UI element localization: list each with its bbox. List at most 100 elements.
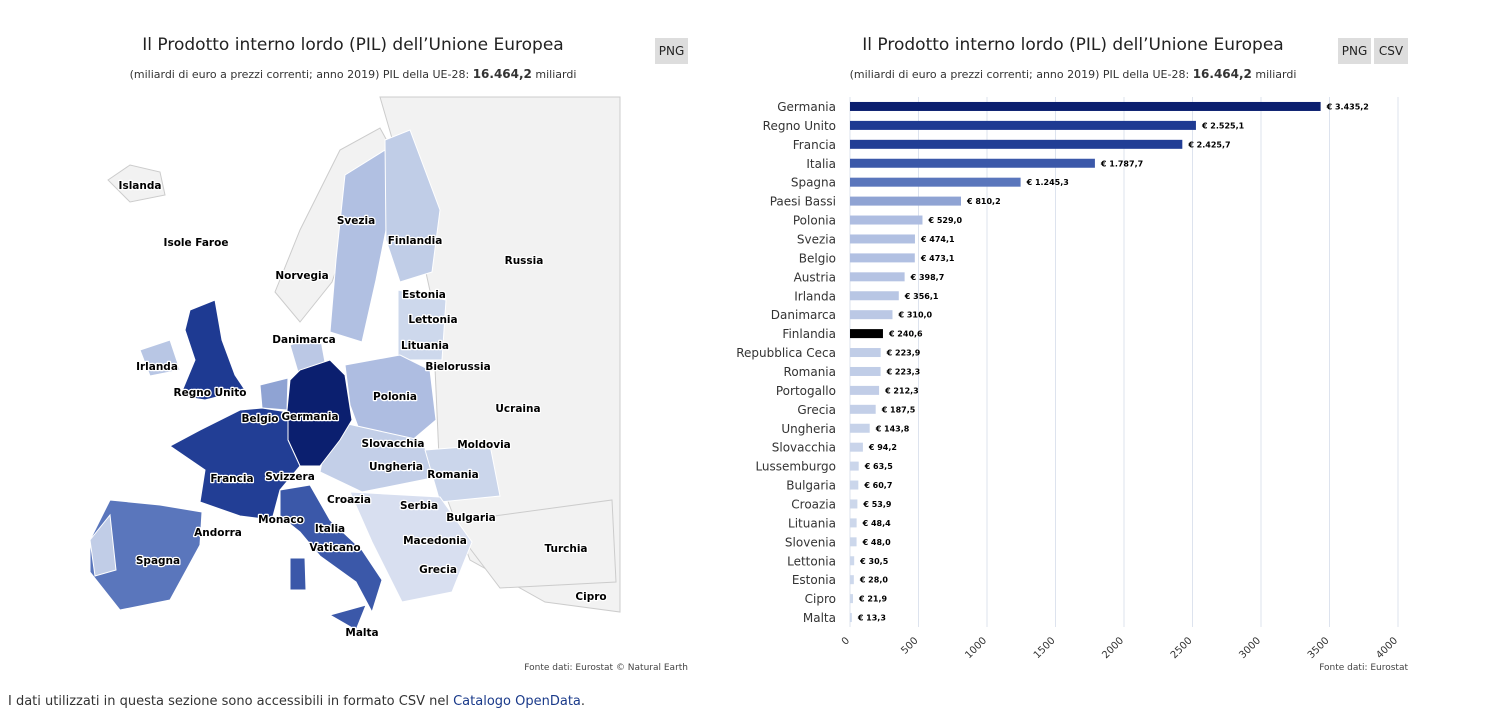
map-label: Bulgaria (446, 512, 496, 524)
value-label: € 48,4 (862, 519, 892, 528)
map-source: Fonte dati: Eurostat © Natural Earth (524, 663, 688, 673)
png-button-label[interactable]: PNG (1342, 44, 1368, 58)
png-button-label[interactable]: PNG (659, 44, 685, 58)
map-label: Finlandia (388, 235, 443, 247)
y-tick-label: Slovacchia (772, 441, 836, 455)
value-label: € 529,0 (927, 216, 962, 225)
y-tick-label: Cipro (805, 592, 836, 606)
y-tick-label: Francia (793, 138, 836, 152)
value-label: € 2.525,1 (1201, 121, 1245, 130)
chart-title: Il Prodotto interno lordo (PIL) dell’Uni… (862, 35, 1283, 55)
map-label: Russia (505, 255, 544, 267)
map-label: Ungheria (369, 461, 423, 473)
map-label: Isole Faroe (164, 237, 229, 249)
ireland (139, 339, 181, 377)
map-label: Malta (345, 627, 378, 639)
map-label: Islanda (119, 180, 162, 192)
poland (344, 354, 437, 443)
sicily (328, 604, 367, 631)
uk (179, 299, 246, 401)
subtitle-bold: 16.464,2 (1193, 67, 1252, 81)
y-tick-label: Lituania (788, 516, 836, 530)
baltics (397, 289, 447, 361)
bar (850, 575, 854, 585)
map-label: Norvegia (275, 270, 328, 282)
map (85, 96, 621, 632)
map-label: Monaco (258, 514, 304, 526)
csv-button-label[interactable]: CSV (1379, 44, 1404, 58)
value-label: € 53,9 (862, 500, 892, 509)
bar (850, 404, 876, 414)
value-label: € 2.425,7 (1187, 140, 1230, 149)
y-tick-label: Belgio (799, 251, 836, 265)
y-tick-label: Grecia (797, 403, 836, 417)
png-button[interactable] (655, 38, 688, 64)
y-tick-label: Spagna (791, 176, 836, 190)
italy (279, 484, 383, 614)
y-tick-label: Polonia (793, 214, 836, 228)
y-tick-label: Svezia (797, 232, 836, 246)
bar (850, 253, 915, 263)
y-tick-label: Croazia (791, 497, 836, 511)
value-label: € 356,1 (904, 292, 939, 301)
csv-button[interactable] (1374, 38, 1408, 64)
opendata-link[interactable]: Catalogo OpenData (453, 694, 581, 709)
value-label: € 223,3 (886, 367, 921, 376)
map-title: Il Prodotto interno lordo (PIL) dell’Uni… (142, 35, 563, 55)
bar (850, 423, 870, 433)
iceland (107, 164, 166, 203)
y-tick-label: Austria (794, 270, 836, 284)
map-label: Bielorussia (425, 361, 490, 373)
value-label: € 1.787,7 (1100, 159, 1143, 168)
map-label: Turchia (544, 543, 587, 555)
bar (850, 329, 883, 339)
bar (850, 385, 880, 395)
value-label: € 810,2 (966, 197, 1001, 206)
y-tick-label: Finlandia (782, 327, 836, 341)
map-label: Vaticano (309, 542, 360, 554)
value-label: € 30,5 (859, 557, 889, 566)
map-label: Estonia (402, 289, 446, 301)
y-tick-label: Lettonia (787, 554, 836, 568)
map-label: Lettonia (408, 314, 457, 326)
y-tick-label: Germania (777, 100, 836, 114)
turkey (449, 499, 617, 589)
map-labels: Islanda Isole Faroe Svezia Finlandia Russia N… (117, 179, 608, 641)
bar (850, 461, 859, 471)
bar-chart: 0 500 1000 1500 2000 2500 3000 3500 4000 Germania… (736, 97, 1400, 661)
bar (850, 310, 893, 320)
portugal (89, 513, 117, 577)
png-button[interactable] (1338, 38, 1371, 64)
bar (850, 234, 915, 244)
subtitle-end: miliardi (535, 68, 576, 81)
map-label: Germania (281, 411, 338, 423)
value-label: € 94,2 (868, 443, 897, 452)
y-tick-label: Malta (803, 611, 836, 625)
map-label: Macedonia (403, 535, 467, 547)
map-label: Croazia (327, 494, 371, 506)
subtitle-text: (miliardi di euro a prezzi correnti; ann… (850, 68, 1190, 81)
value-label: € 473,1 (920, 254, 955, 263)
value-label: € 63,5 (864, 462, 894, 471)
footer: I dati utilizzati in questa sezione sono… (8, 694, 585, 709)
y-tick-label: Italia (806, 157, 836, 171)
bar (850, 499, 858, 509)
sardinia (289, 557, 307, 591)
bar (850, 348, 881, 358)
map-label: Italia (315, 523, 345, 535)
map-label: Francia (210, 473, 253, 485)
value-label: € 48,0 (862, 538, 892, 547)
subtitle-bold: 16.464,2 (473, 67, 532, 81)
bar (850, 158, 1095, 168)
y-tick-label: Bulgaria (786, 479, 836, 493)
bar (850, 613, 852, 623)
bar (850, 272, 905, 282)
y-tick-label: Irlanda (794, 289, 836, 303)
x-tick-label: 3000 (1237, 635, 1263, 661)
value-label: € 21,9 (858, 595, 888, 604)
bar (850, 215, 923, 225)
map-label: Romania (427, 469, 479, 481)
value-label: € 143,8 (875, 424, 910, 433)
y-tick-label: Lussemburgo (755, 460, 836, 474)
